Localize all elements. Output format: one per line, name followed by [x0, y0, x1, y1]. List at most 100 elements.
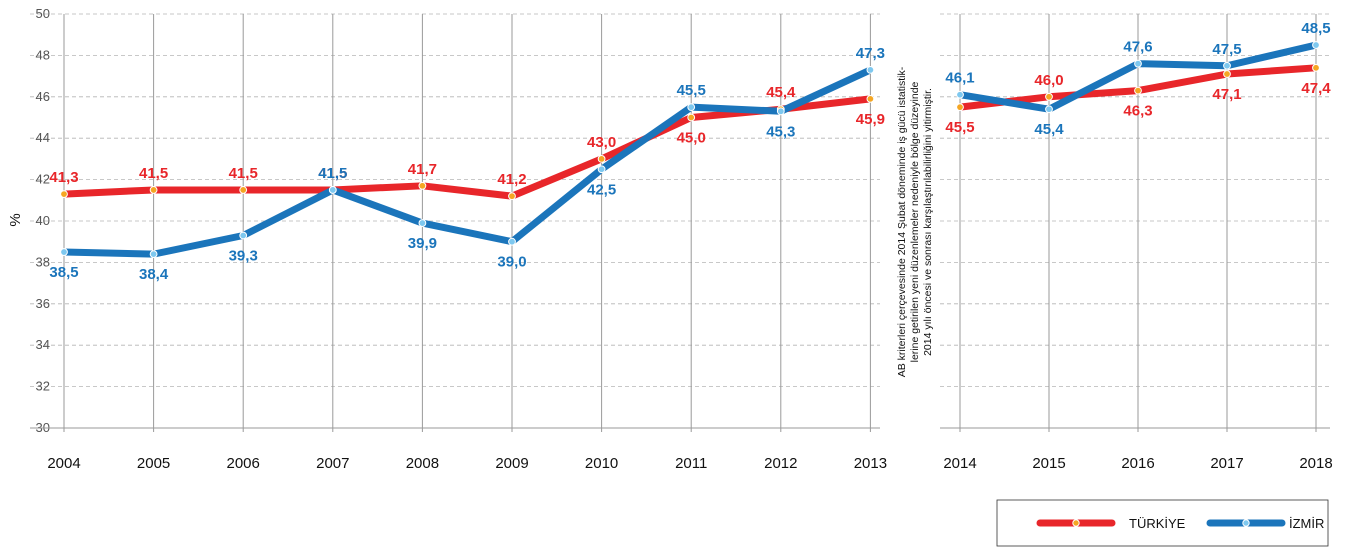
data-point-izmir — [418, 219, 427, 227]
x-tick-label: 2011 — [675, 455, 707, 472]
y-tick-label: 36 — [36, 296, 50, 311]
data-label-turkiye: 41,7 — [408, 161, 437, 178]
y-tick-label: 44 — [36, 130, 50, 145]
data-point-turkiye — [149, 186, 158, 194]
x-tick-label: 2012 — [764, 455, 797, 472]
y-tick-label: 48 — [36, 47, 50, 62]
data-label-turkiye: 41,2 — [497, 171, 526, 188]
y-tick-label: 40 — [36, 213, 50, 228]
y-axis-label: % — [7, 213, 24, 226]
legend-label-izmir: İZMİR — [1289, 516, 1324, 531]
data-label-izmir: 48,5 — [1301, 20, 1330, 37]
grid — [30, 13, 1330, 432]
legend-label-turkiye: TÜRKİYE — [1129, 516, 1186, 531]
x-tick-label: 2018 — [1299, 455, 1332, 472]
comparability-note: AB kriterleri çerçevesinde 2014 Şubat dö… — [896, 66, 934, 377]
x-tick-label: 2004 — [47, 455, 80, 472]
data-label-turkiye: 46,3 — [1123, 103, 1152, 120]
x-tick-label: 2005 — [137, 455, 170, 472]
data-point-izmir — [1045, 105, 1053, 114]
x-tick-label: 2016 — [1121, 455, 1154, 472]
data-label-turkiye: 47,1 — [1212, 86, 1241, 103]
data-point-turkiye — [956, 103, 964, 112]
data-point-turkiye — [866, 94, 875, 103]
data-point-turkiye — [1045, 92, 1053, 101]
data-label-turkiye: 45,5 — [945, 119, 974, 136]
x-tick-label: 2006 — [227, 455, 260, 472]
x-tick-label: 2009 — [495, 455, 528, 472]
data-label-izmir: 45,3 — [766, 123, 795, 140]
data-point-turkiye — [1312, 63, 1320, 72]
data-label-izmir: 47,3 — [856, 45, 885, 62]
data-label-izmir: 38,5 — [49, 264, 78, 281]
data-label-izmir: 39,3 — [229, 247, 258, 264]
x-tick-label: 2010 — [585, 455, 618, 472]
y-tick-label: 46 — [36, 89, 50, 104]
data-point-izmir — [687, 103, 696, 112]
x-tick-label: 2013 — [854, 455, 887, 472]
x-tick-label: 2014 — [943, 455, 976, 472]
data-label-turkiye: 43,0 — [587, 134, 616, 151]
y-tick-label: 34 — [36, 337, 50, 352]
annotation-line: lerine getirilen yeni düzenlemeler neden… — [909, 81, 921, 362]
data-label-turkiye: 45,4 — [766, 84, 796, 101]
series-line-turkiye — [63, 95, 871, 200]
data-point-izmir — [1223, 61, 1231, 70]
data-label-turkiye: 45,9 — [856, 111, 885, 128]
data-label-turkiye: 45,0 — [677, 130, 706, 147]
legend: TÜRKİYE İZMİR — [996, 499, 1329, 547]
data-point-turkiye — [687, 113, 696, 122]
data-point-izmir — [149, 250, 158, 259]
data-label-izmir: 47,5 — [1212, 41, 1241, 58]
y-tick-label: 38 — [36, 254, 50, 269]
data-label-turkiye: 41,5 — [318, 165, 347, 182]
data-point-izmir — [328, 186, 337, 194]
data-label-izmir: 47,6 — [1123, 39, 1152, 56]
series-lines — [60, 41, 1320, 259]
data-label-turkiye: 41,5 — [229, 165, 258, 182]
annotation-line: AB kriterleri çerçevesinde 2014 Şubat dö… — [896, 66, 908, 377]
y-tick-label: 42 — [36, 172, 50, 187]
data-point-izmir — [1312, 41, 1320, 49]
data-point-turkiye — [597, 155, 606, 163]
legend-marker-turkiye — [1072, 519, 1080, 527]
data-point-izmir — [60, 248, 68, 256]
data-label-turkiye: 41,3 — [49, 169, 78, 186]
data-label-izmir: 39,9 — [408, 235, 437, 252]
data-point-turkiye — [1223, 70, 1231, 78]
data-label-izmir: 45,4 — [1034, 121, 1064, 138]
data-point-turkiye — [1134, 86, 1142, 95]
data-label-izmir: 38,4 — [139, 266, 169, 283]
legend-marker-izmir — [1242, 519, 1250, 527]
data-label-izmir: 46,1 — [945, 70, 974, 87]
data-point-turkiye — [239, 186, 248, 194]
data-point-izmir — [866, 65, 875, 74]
data-labels: 41,3 41,5 41,5 41,5 41,7 41,2 43,0 45,0 45,4 45,9… — [49, 20, 1331, 283]
data-label-izmir: 45,5 — [677, 82, 706, 99]
y-tick-label: 50 — [36, 6, 50, 21]
data-point-turkiye — [418, 181, 427, 190]
data-point-izmir — [776, 107, 785, 116]
data-point-izmir — [956, 90, 964, 99]
data-label-izmir: 39,0 — [497, 254, 526, 271]
data-label-turkiye: 46,0 — [1034, 72, 1063, 89]
data-point-izmir — [1134, 59, 1142, 68]
series-line-izmir — [63, 66, 872, 258]
x-tick-label: 2007 — [316, 455, 349, 472]
y-tick-label: 32 — [36, 379, 50, 394]
data-point-turkiye — [60, 190, 68, 198]
data-label-turkiye: 41,5 — [139, 165, 168, 182]
x-tick-label: 2015 — [1032, 455, 1065, 472]
data-point-turkiye — [508, 192, 516, 201]
data-label-izmir: 41,5 — [318, 165, 347, 182]
x-tick-label: 2008 — [406, 455, 439, 472]
data-label-turkiye: 47,4 — [1301, 80, 1331, 97]
data-point-izmir — [239, 231, 248, 240]
data-label-izmir: 42,5 — [587, 181, 616, 198]
annotation-line: 2014 yılı öncesi ve sonrası karşılaştırı… — [922, 88, 934, 356]
x-tick-label: 2017 — [1210, 455, 1243, 472]
data-point-izmir — [597, 165, 606, 174]
data-point-izmir — [508, 237, 516, 246]
